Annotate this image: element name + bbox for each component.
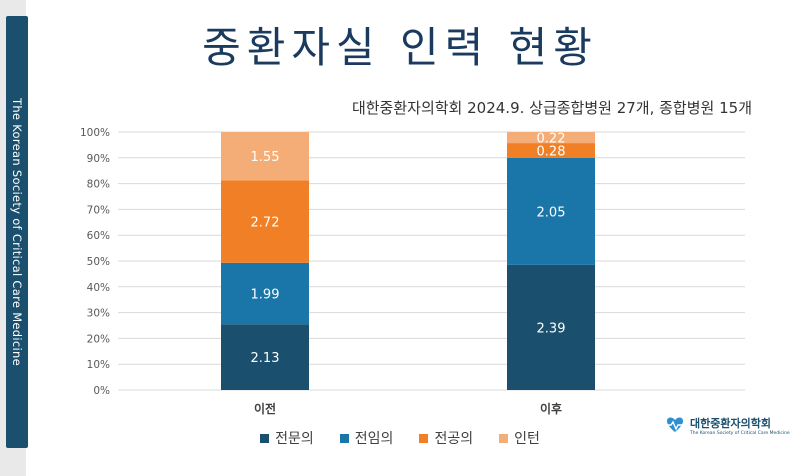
legend-swatch — [339, 433, 349, 443]
data-label: 2.13 — [251, 351, 280, 366]
logo-subtext: The Korean Society of Critical Care Medi… — [690, 430, 790, 436]
y-tick-label: 30% — [87, 308, 110, 320]
slide-title: 중환자실 인력 현황 — [202, 23, 598, 72]
bar-segment — [221, 180, 309, 263]
legend-swatch — [499, 433, 509, 443]
bar-segment — [221, 132, 309, 181]
chart-legend: 전문의 전임의 전공의 인턴 — [0, 428, 800, 448]
legend-swatch — [419, 433, 429, 443]
legend-label: 전임의 — [354, 431, 394, 447]
slide-subtitle: 대한중환자의학회 2024.9. 상급종합병원 27개, 종합병원 15개 — [351, 99, 752, 117]
y-tick-label: 80% — [87, 179, 110, 191]
side-bar — [6, 16, 28, 448]
bar-segment — [507, 157, 595, 265]
data-label: 0.22 — [537, 132, 566, 147]
y-tick-label: 10% — [87, 359, 110, 371]
y-tick-label: 60% — [87, 230, 110, 242]
legend-swatch — [260, 433, 270, 443]
legend-item: 전공의 — [419, 428, 473, 448]
legend-label: 전공의 — [434, 431, 474, 447]
y-tick-label: 50% — [87, 256, 110, 268]
data-label: 1.99 — [251, 288, 280, 303]
data-label: 2.05 — [537, 205, 566, 220]
logo-text: 대한중환자의학회 — [690, 416, 771, 430]
y-tick-label: 90% — [87, 153, 110, 165]
x-tick-label: 이후 — [540, 401, 562, 416]
y-tick-label: 0% — [93, 385, 110, 397]
data-label: 2.39 — [537, 321, 566, 336]
legend-item: 전임의 — [339, 428, 394, 448]
y-tick-label: 100% — [80, 127, 110, 139]
legend-item: 전문의 — [260, 428, 314, 448]
data-label: 0.28 — [537, 144, 566, 159]
legend-label: 전문의 — [275, 431, 314, 447]
data-label: 2.72 — [251, 216, 280, 231]
y-tick-label: 70% — [87, 204, 110, 216]
bar-segment — [507, 264, 595, 390]
bar-segment — [221, 262, 309, 325]
legend-label: 인턴 — [514, 431, 540, 447]
bar-segment — [221, 324, 309, 390]
x-tick-label: 이전 — [254, 401, 276, 416]
bar-segment — [507, 132, 595, 144]
data-label: 1.55 — [251, 150, 280, 165]
y-tick-label: 40% — [87, 282, 110, 294]
society-logo: 대한중환자의학회 The Korean Society of Critical … — [664, 414, 790, 436]
society-logo-icon — [667, 417, 683, 432]
bar-segment — [507, 143, 595, 158]
legend-item: 인턴 — [499, 428, 540, 448]
y-tick-label: 20% — [87, 333, 110, 345]
